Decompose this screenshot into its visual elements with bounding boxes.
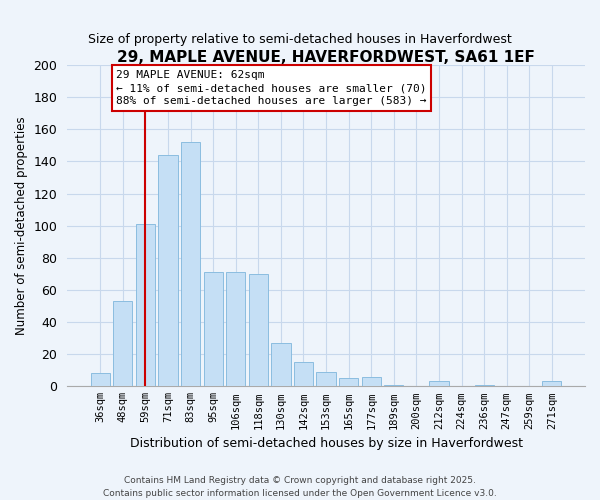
Bar: [362, 376, 381, 386]
Bar: [430, 382, 449, 386]
Text: 29 MAPLE AVENUE: 62sqm
← 11% of semi-detached houses are smaller (70)
88% of sem: 29 MAPLE AVENUE: 62sqm ← 11% of semi-det…: [116, 70, 427, 106]
Bar: [384, 384, 403, 386]
Bar: [316, 372, 335, 386]
Title: 29, MAPLE AVENUE, HAVERFORDWEST, SA61 1EF: 29, MAPLE AVENUE, HAVERFORDWEST, SA61 1E…: [117, 50, 535, 65]
Bar: [203, 272, 223, 386]
Bar: [339, 378, 358, 386]
Bar: [271, 343, 290, 386]
Bar: [136, 224, 155, 386]
Bar: [226, 272, 245, 386]
Text: Contains HM Land Registry data © Crown copyright and database right 2025.
Contai: Contains HM Land Registry data © Crown c…: [103, 476, 497, 498]
Bar: [181, 142, 200, 386]
Bar: [475, 384, 494, 386]
X-axis label: Distribution of semi-detached houses by size in Haverfordwest: Distribution of semi-detached houses by …: [130, 437, 523, 450]
Bar: [294, 362, 313, 386]
Bar: [113, 301, 133, 386]
Bar: [91, 374, 110, 386]
Y-axis label: Number of semi-detached properties: Number of semi-detached properties: [15, 116, 28, 335]
Bar: [542, 382, 562, 386]
Bar: [249, 274, 268, 386]
Bar: [158, 155, 178, 386]
Text: Size of property relative to semi-detached houses in Haverfordwest: Size of property relative to semi-detach…: [88, 32, 512, 46]
